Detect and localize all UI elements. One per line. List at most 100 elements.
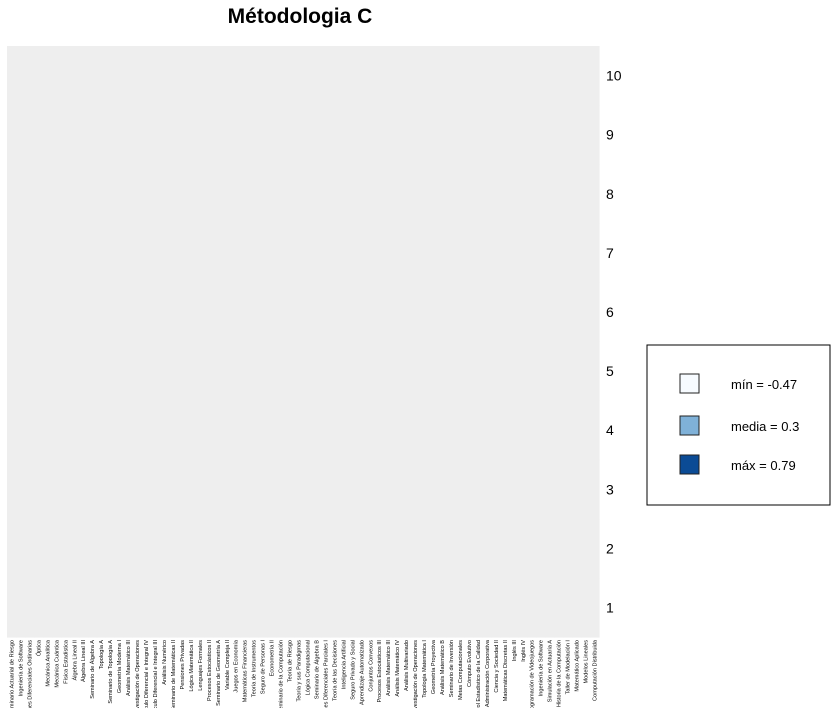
heatmap-cell [563, 164, 573, 224]
heatmap-cell [473, 105, 483, 165]
x-tick-label: Seminario de Geometría A [216, 640, 222, 706]
heatmap-cell [78, 46, 89, 106]
heatmap-cell [455, 46, 466, 106]
heatmap-cell [87, 282, 98, 343]
heatmap-cell [509, 223, 519, 283]
heatmap-cell [374, 46, 385, 106]
heatmap-cell [51, 164, 62, 224]
heatmap-cell [222, 105, 232, 165]
heatmap-cell [428, 46, 439, 106]
heatmap-cell [563, 341, 573, 402]
heatmap-cell [410, 459, 421, 520]
heatmap-cell [509, 46, 519, 106]
x-tick-label: Seminario de la Computación [279, 640, 285, 708]
heatmap-cell [545, 341, 555, 402]
heatmap-cell [419, 223, 430, 283]
heatmap-cell [231, 400, 241, 461]
heatmap-cell [392, 577, 403, 638]
heatmap-cell [455, 518, 466, 579]
x-tick-label: Econometría II [270, 640, 276, 677]
heatmap-cell [123, 105, 134, 165]
heatmap-cell [482, 164, 492, 224]
heatmap-cell [222, 577, 232, 638]
heatmap-cell [581, 400, 591, 461]
heatmap-cell [554, 341, 564, 402]
heatmap-cell [114, 400, 125, 461]
heatmap-cell [464, 577, 475, 638]
heatmap-cell [96, 223, 107, 283]
heatmap-cell [509, 341, 519, 402]
x-tick-label: Mecánica Cuántica [54, 639, 60, 687]
x-tick-label: Ecuaciones Diferenciales Ordinarias [27, 640, 33, 708]
y-tick-label: 9 [606, 127, 614, 143]
heatmap-cell [581, 577, 591, 638]
heatmap-cell [267, 518, 277, 579]
heatmap-cell [51, 105, 62, 165]
heatmap-cell [177, 518, 187, 579]
heatmap-cell [401, 223, 412, 283]
x-tick-label: Geometría Proyectiva [431, 639, 437, 694]
heatmap-cell [87, 164, 98, 224]
heatmap-cell [267, 223, 277, 283]
heatmap-cell [60, 341, 71, 402]
heatmap-cell [105, 282, 116, 343]
heatmap-cell [168, 400, 179, 461]
heatmap-cell [338, 164, 349, 224]
heatmap-cell [374, 282, 385, 343]
heatmap-cell [401, 164, 412, 224]
x-tick-label: Seminario Actuarial de Riesgo [9, 640, 15, 708]
heatmap-cell [509, 400, 519, 461]
heatmap-cell [527, 164, 537, 224]
heatmap-cell [213, 400, 223, 461]
heatmap-cell [509, 164, 519, 224]
heatmap-cell [186, 459, 196, 520]
heatmap-cell [518, 518, 528, 579]
heatmap-cell [222, 46, 232, 106]
heatmap-cell [365, 105, 376, 165]
heatmap-cell [374, 105, 385, 165]
heatmap-cell [303, 282, 313, 343]
heatmap-cell [392, 46, 403, 106]
heatmap-cell [258, 282, 268, 343]
heatmap-cell [338, 46, 349, 106]
heatmap-cell [60, 223, 71, 283]
heatmap-cell [222, 400, 232, 461]
heatmap-cell [294, 164, 304, 224]
heatmap-cell [473, 46, 483, 106]
heatmap-cell [267, 164, 277, 224]
heatmap-cell [464, 164, 475, 224]
heatmap-cell [509, 577, 519, 638]
heatmap-cell [177, 341, 187, 402]
heatmap-cell [590, 223, 600, 283]
heatmap-cell [428, 105, 439, 165]
heatmap-cell [518, 46, 528, 106]
heatmap-cell [105, 46, 116, 106]
heatmap-cell [42, 282, 53, 343]
heatmap-cell [320, 518, 331, 579]
heatmap-cell [437, 164, 448, 224]
heatmap-cell [69, 518, 80, 579]
heatmap-cell [141, 577, 152, 638]
heatmap-cell [132, 282, 143, 343]
heatmap-cell [177, 105, 187, 165]
heatmap-cell [222, 164, 232, 224]
heatmap-cell [51, 341, 62, 402]
heatmap-cell [491, 577, 501, 638]
heatmap-cell [177, 577, 187, 638]
x-tick-label: Matemáticas Financieras [243, 640, 249, 702]
x-tick-label: Cómputo Evolutivo [467, 640, 473, 687]
heatmap-cell [249, 164, 259, 224]
x-tick-label: Lógica Computacional [305, 640, 311, 695]
x-tick-label: Simulación en Actuaría A [548, 640, 554, 702]
x-tick-label: Geometría Moderna I [117, 640, 123, 694]
heatmap-cell [581, 459, 591, 520]
heatmap-cell [24, 577, 35, 638]
heatmap-cell [114, 105, 125, 165]
heatmap-cell [141, 518, 152, 579]
heatmap-cell [572, 518, 582, 579]
heatmap-cell [464, 282, 475, 343]
heatmap-cell [329, 46, 340, 106]
heatmap-cell [554, 46, 564, 106]
heatmap-cell [590, 46, 600, 106]
x-tick-label: Ingeniería de Software [18, 640, 24, 696]
